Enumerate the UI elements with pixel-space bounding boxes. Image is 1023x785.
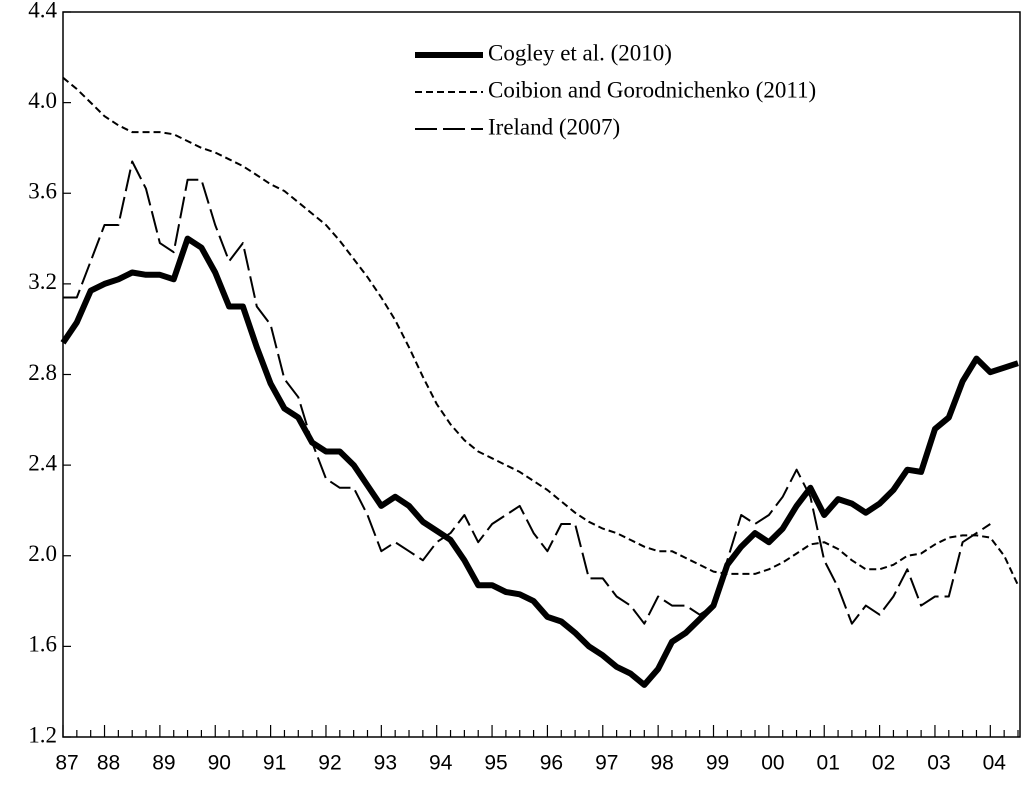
x-tick-label: 93 <box>374 752 397 775</box>
y-tick-label: 2.8 <box>28 360 57 385</box>
x-tick-label: 97 <box>595 752 618 775</box>
x-tick-label: 88 <box>97 752 120 775</box>
x-tick-label: 00 <box>761 752 784 775</box>
y-tick-label: 3.6 <box>28 179 57 204</box>
y-tick-label: 1.6 <box>28 632 57 657</box>
x-tick-label: 01 <box>817 752 840 775</box>
legend-label: Coibion and Gorodnichenko (2011) <box>488 77 816 102</box>
y-tick-label: 3.2 <box>28 269 57 294</box>
line-series <box>63 160 991 625</box>
x-tick-label: 92 <box>318 752 341 775</box>
x-tick-label: 87 <box>55 752 78 775</box>
x-tick-label: 96 <box>540 752 563 775</box>
x-tick-label: 02 <box>872 752 895 775</box>
x-tick-label: 90 <box>208 752 231 775</box>
y-tick-label: 2.0 <box>28 541 57 566</box>
x-tick-label: 98 <box>650 752 673 775</box>
line-series <box>60 235 1019 688</box>
x-tick-label: 94 <box>429 752 453 775</box>
x-tick-label: 99 <box>706 752 729 775</box>
x-tick-label: 91 <box>263 752 286 775</box>
x-tick-label: 89 <box>152 752 175 775</box>
y-tick-label: 1.2 <box>28 722 57 747</box>
legend-label: Cogley et al. (2010) <box>488 40 672 65</box>
y-tick-label: 4.4 <box>28 0 57 22</box>
x-tick-label: 95 <box>484 752 507 775</box>
x-tick-label: 04 <box>983 752 1007 775</box>
y-tick-label: 2.4 <box>28 450 57 475</box>
x-tick-label: 03 <box>927 752 950 775</box>
line-series <box>62 76 1019 586</box>
y-tick-label: 4.0 <box>28 88 57 113</box>
legend-label: Ireland (2007) <box>488 114 620 139</box>
